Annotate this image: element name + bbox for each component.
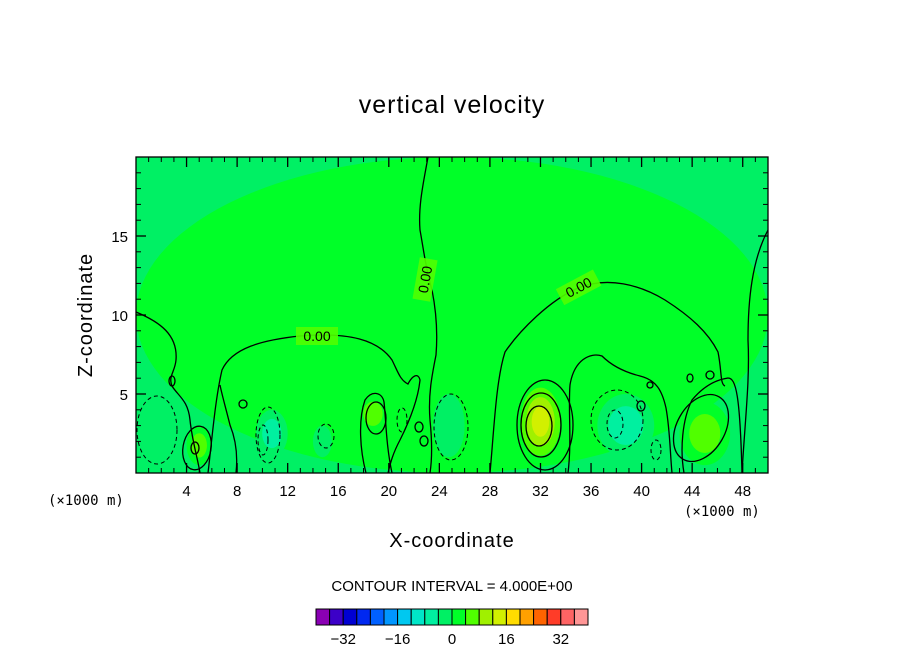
colorbar-swatch: [329, 608, 344, 626]
colorbar-tick-label: −32: [330, 631, 355, 648]
field-region-negative: [262, 418, 282, 449]
y-tick-label: 15: [111, 229, 128, 246]
x-tick-label: 24: [431, 483, 448, 500]
zero-contour-line: [418, 157, 438, 473]
positive-contour-line: [525, 405, 553, 447]
colorbar-swatch: [356, 608, 371, 626]
field-region-positive: [531, 406, 550, 437]
contour-label: 0.00: [303, 328, 330, 344]
x-tick-label: 8: [233, 483, 241, 500]
zero-contour-line: [741, 229, 768, 473]
colorbar-tick-label: 16: [498, 631, 515, 648]
colorbar-swatch: [369, 608, 385, 626]
zero-contour-line: [207, 334, 421, 473]
colorbar-swatch: [315, 608, 331, 626]
colorbar-swatch: [424, 608, 439, 626]
zero-contour-line: [681, 377, 743, 473]
colorbar-tick-label: 32: [552, 631, 569, 648]
colorbar-swatch: [383, 608, 399, 626]
positive-contour-line: [419, 435, 429, 447]
x-axis-title: X-coordinate: [389, 530, 514, 552]
colorbar-swatch: [478, 608, 494, 626]
x-tick-label: 48: [734, 483, 751, 500]
field-region-negative: [312, 425, 332, 458]
field-region-negative: [433, 394, 465, 458]
contour-interval-note: CONTOUR INTERVAL = 4.000E+00: [331, 578, 572, 595]
colorbar-swatch: [546, 608, 562, 626]
colorbar-swatch: [437, 608, 453, 626]
y-tick-label: 5: [120, 387, 128, 404]
contour-label: 0.00: [415, 264, 436, 294]
zero-contour-line: [219, 384, 238, 473]
y-axis: 5 10 15: [111, 172, 768, 458]
y-axis-title: Z-coordinate: [75, 253, 97, 377]
negative-contour-line: [650, 439, 662, 461]
x-tick-label: 36: [583, 483, 600, 500]
x-tick-label: 28: [482, 483, 499, 500]
positive-contour-line: [190, 441, 200, 455]
positive-contour-line: [182, 425, 212, 471]
positive-contour-line: [686, 373, 694, 383]
negative-contour-line: [257, 424, 269, 456]
field-region-negative: [608, 406, 644, 446]
zero-contour-line: [489, 281, 726, 473]
colorbar-swatch: [505, 608, 521, 626]
negative-contour-line: [433, 393, 469, 461]
field-region-positive: [136, 157, 768, 473]
colorbar-swatch: [519, 608, 535, 626]
positive-contour-line: [168, 375, 176, 387]
positive-contour-line: [705, 370, 715, 380]
x-axis-unit-right: (×1000 m): [684, 504, 760, 520]
positive-contour-line: [516, 379, 574, 471]
x-tick-label: 4: [182, 483, 190, 500]
positive-contour-line: [520, 392, 562, 458]
positive-contour-line: [238, 399, 248, 409]
positive-contour-line: [672, 393, 730, 463]
x-axis: 4 8 12 16 20 24 28 32 36 40 44 48: [148, 157, 756, 500]
negative-contour-line: [396, 407, 408, 433]
negative-contour-line: [136, 395, 178, 465]
colorbar-swatch: [492, 608, 507, 626]
colorbar-tick-label: −16: [385, 631, 410, 648]
x-tick-label: 16: [330, 483, 347, 500]
plot-area: 0.00 0.00 0.00 4 8 12 16 20 24 28 32 36 40 44 48 51…: [111, 156, 769, 500]
colorbar-swatch: [451, 608, 467, 626]
field-region-positive: [689, 414, 721, 453]
x-tick-label: 12: [279, 483, 296, 500]
negative-contour-line: [255, 406, 281, 464]
positive-contour-line: [636, 400, 646, 412]
colorbar-swatch: [465, 608, 480, 626]
y-tick-label: 10: [111, 308, 128, 325]
positive-contour-line: [646, 381, 654, 389]
x-tick-label: 32: [532, 483, 549, 500]
positive-contour-line: [414, 421, 424, 433]
colorbar-swatch: [397, 608, 412, 626]
x-tick-label: 44: [684, 483, 701, 500]
chart-title: vertical velocity: [359, 91, 546, 119]
negative-contour-line: [590, 389, 644, 451]
x-tick-label: 20: [380, 483, 397, 500]
colorbar-swatch: [560, 608, 575, 626]
colorbar-swatch: [573, 608, 589, 626]
x-axis-unit-left: (×1000 m): [48, 493, 124, 509]
field-region-negative: [136, 394, 174, 466]
colorbar-swatch: [342, 608, 358, 626]
positive-contour-line: [365, 401, 387, 435]
negative-contour-line: [317, 423, 335, 449]
zero-contour-line: [359, 392, 393, 473]
colorbar-tick-label: 0: [448, 631, 456, 648]
colorbar-swatch: [533, 608, 548, 626]
colorbar: −32 −16 0 16 32: [315, 608, 589, 648]
negative-contour-line: [606, 409, 624, 439]
colorbar-swatch: [410, 608, 426, 626]
x-tick-label: 40: [633, 483, 650, 500]
